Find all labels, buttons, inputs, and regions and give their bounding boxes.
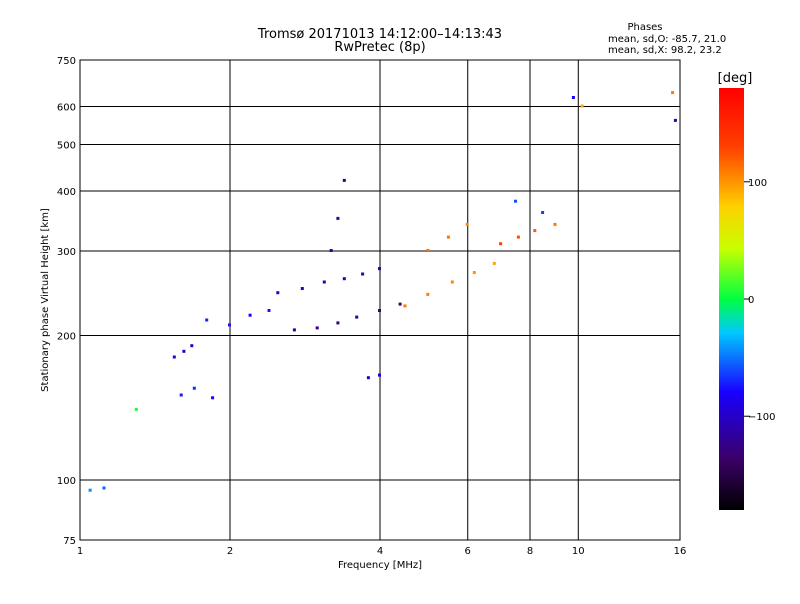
data-point: [673, 118, 677, 122]
data-point: [179, 393, 183, 397]
data-point: [267, 309, 271, 312]
data-point: [172, 355, 176, 359]
y-tick-label: 100: [57, 476, 76, 487]
y-tick-label: 750: [57, 56, 76, 67]
data-point: [514, 199, 517, 203]
data-point: [102, 486, 106, 490]
colorbar-tick-label: 0: [748, 295, 754, 306]
x-tick-label: 1: [77, 546, 83, 557]
data-point: [378, 373, 381, 377]
data-point: [211, 396, 215, 400]
x-tick-label: 6: [465, 546, 471, 557]
data-point: [426, 292, 430, 296]
x-tick-label: 4: [377, 546, 383, 557]
y-tick-label: 500: [57, 141, 76, 152]
data-point: [472, 271, 476, 274]
data-point: [342, 277, 346, 281]
data-point: [541, 211, 545, 214]
data-point: [336, 321, 340, 325]
data-point: [533, 229, 537, 233]
data-point: [182, 349, 186, 353]
data-point: [355, 315, 359, 319]
data-point: [426, 249, 430, 252]
stats-header: Phases: [627, 22, 662, 33]
data-point: [336, 216, 340, 220]
data-point: [378, 267, 381, 271]
data-point: [190, 344, 194, 348]
x-tick-label: 16: [674, 546, 687, 557]
data-point: [192, 386, 196, 390]
data-point: [403, 304, 407, 308]
data-point: [88, 488, 92, 492]
y-tick-label: 600: [57, 103, 76, 114]
data-point: [580, 104, 584, 108]
data-point: [671, 91, 675, 95]
data-point: [446, 235, 450, 239]
stats-x-line: mean, sd,X: 98.2, 23.2: [608, 45, 722, 56]
data-point: [516, 235, 520, 239]
colorbar-tick-label: −100: [748, 412, 775, 423]
data-point: [378, 309, 381, 312]
data-point: [398, 302, 402, 306]
data-point: [361, 272, 365, 276]
data-point: [248, 313, 252, 317]
plot-area: 1 2 4 6 8 10 16 75 100 200 300 400 500 600 750: [57, 56, 686, 557]
y-tick-label: 75: [63, 536, 76, 547]
chart-subtitle: RwPretec (8p): [334, 40, 425, 55]
y-tick-label: 400: [57, 187, 76, 198]
data-point: [300, 287, 304, 290]
x-tick-label: 2: [227, 546, 233, 557]
data-point: [205, 318, 209, 322]
colorbar-ticks: 100 0 −100: [744, 178, 775, 423]
x-axis-label: Frequency [MHz]: [338, 560, 422, 571]
data-point: [553, 222, 557, 226]
data-point: [329, 249, 333, 252]
colorbar-tick-label: 100: [748, 178, 767, 189]
y-tick-label: 200: [57, 332, 76, 343]
chart-title: Tromsø 20171013 14:12:00–14:13:43: [257, 27, 502, 42]
data-point: [492, 261, 496, 265]
x-tick-label: 8: [527, 546, 533, 557]
x-tick-label: 10: [572, 546, 585, 557]
data-point: [315, 326, 319, 330]
data-point: [571, 96, 575, 99]
stats-o-line: mean, sd,O: -85.7, 21.0: [608, 34, 726, 45]
data-point: [292, 328, 296, 332]
data-point: [276, 291, 280, 295]
data-point: [228, 323, 231, 327]
data-point: [465, 222, 469, 226]
data-point: [499, 242, 503, 246]
data-point: [322, 280, 326, 284]
data-point: [450, 280, 454, 284]
data-point: [366, 376, 370, 380]
data-point: [134, 407, 138, 411]
y-axis-label: Stationary phase Virtual Height [km]: [40, 208, 51, 392]
data-point: [342, 178, 346, 182]
colorbar: [719, 88, 744, 510]
colorbar-label: [deg]: [718, 71, 753, 86]
y-tick-label: 300: [57, 247, 76, 258]
